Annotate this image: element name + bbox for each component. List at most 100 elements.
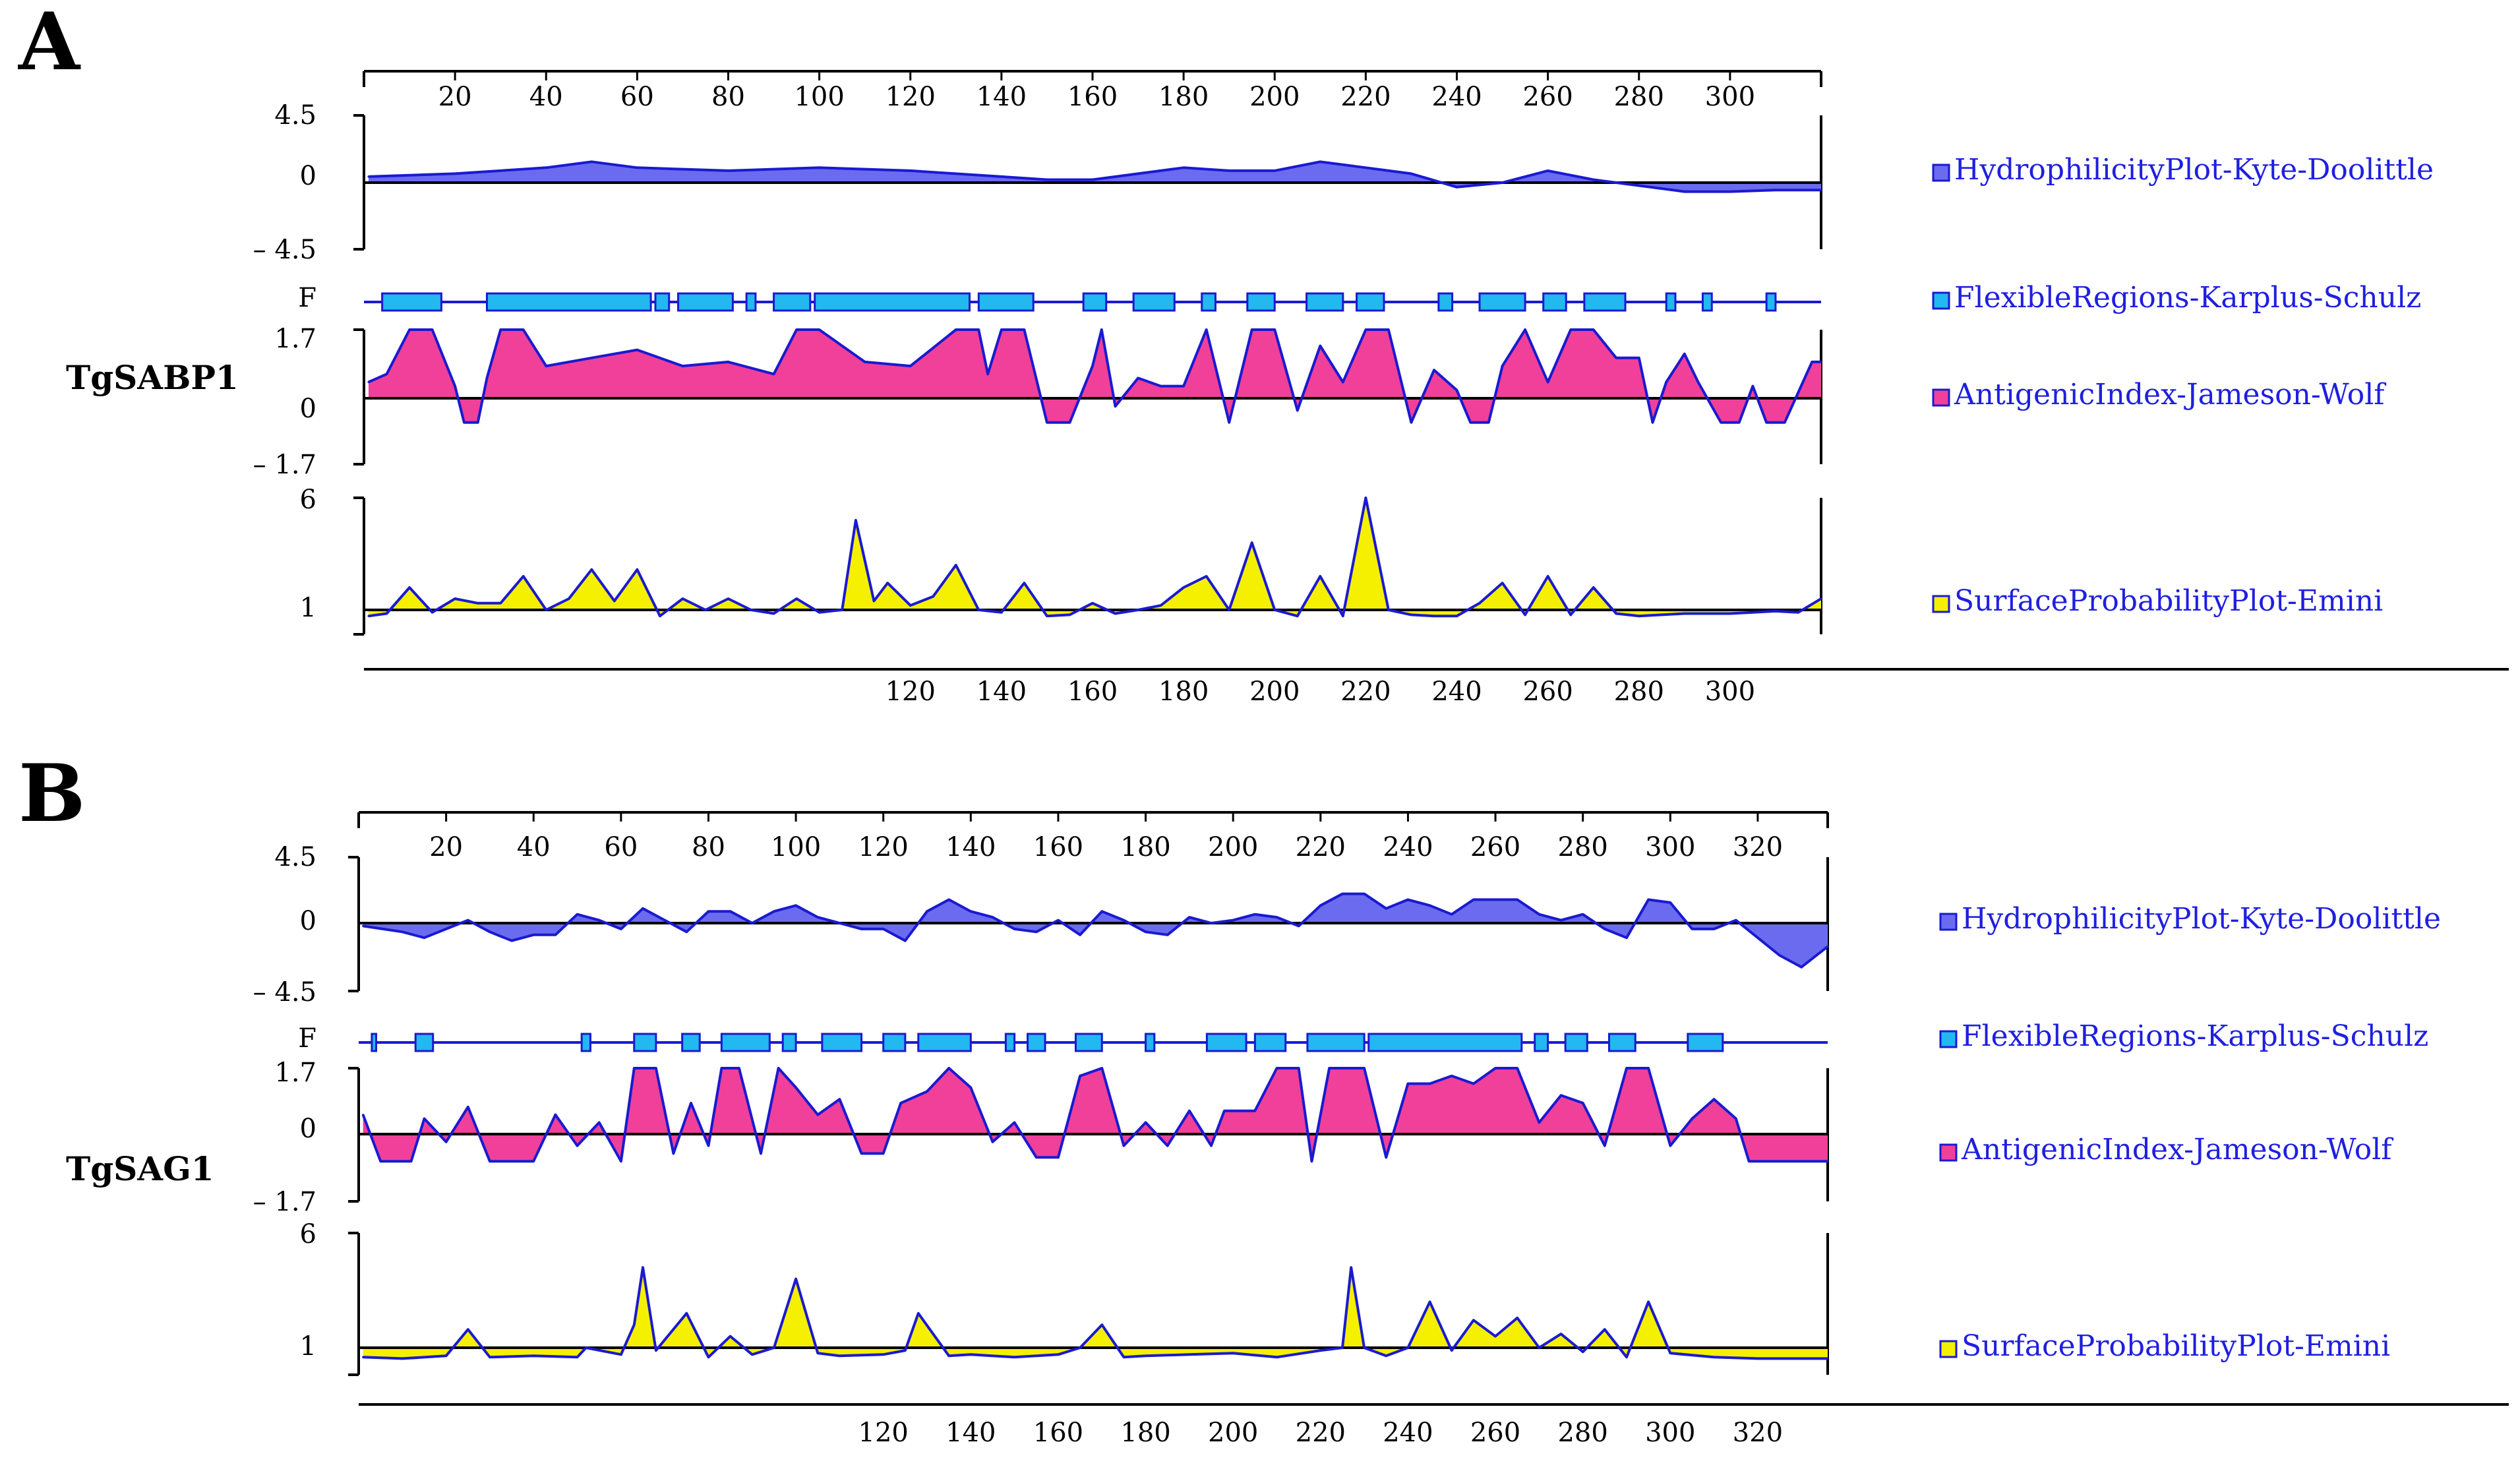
bottom-tick-label: 240 bbox=[1431, 677, 1482, 707]
bottom-tick-label: 300 bbox=[1705, 677, 1755, 707]
bottom-tick-label: 300 bbox=[1645, 1418, 1695, 1448]
track-data-point bbox=[489, 930, 491, 933]
track-data-point bbox=[1472, 898, 1475, 901]
track-data-point bbox=[1560, 1094, 1562, 1097]
track-data-point bbox=[1494, 1067, 1497, 1069]
legend-swatch bbox=[1939, 1143, 1958, 1162]
top-tick-label: 200 bbox=[1208, 832, 1258, 862]
top-tick-label: 120 bbox=[885, 82, 936, 112]
track-data-point bbox=[1406, 1346, 1409, 1349]
track-data-point bbox=[362, 1356, 365, 1358]
track-data-point bbox=[408, 586, 411, 589]
track-data-point bbox=[1342, 615, 1344, 617]
track-data-point bbox=[1410, 172, 1412, 175]
legend-label: FlexibleRegions-Karplus-Schulz bbox=[1962, 1019, 2428, 1053]
track-data-point bbox=[873, 599, 875, 602]
track-data-point bbox=[1604, 1328, 1606, 1331]
track-data-point bbox=[445, 1354, 448, 1357]
track-data-point bbox=[1251, 328, 1253, 331]
legend-swatch bbox=[1932, 164, 1950, 182]
track-data-point bbox=[1253, 913, 1256, 916]
track-data-point bbox=[1638, 615, 1640, 617]
track-data-point bbox=[545, 166, 547, 169]
track-data-point bbox=[1385, 1156, 1387, 1159]
flexible-region-segment bbox=[371, 1033, 378, 1052]
track-data-point bbox=[795, 904, 797, 907]
track-data-point bbox=[1000, 175, 1003, 178]
legend-label: AntigenicIndex-Jameson-Wolf bbox=[1961, 1133, 2393, 1166]
legend-label: AntigenicIndex-Jameson-Wolf bbox=[1954, 378, 2386, 411]
track-data-point bbox=[1638, 185, 1640, 187]
track-data-point bbox=[454, 385, 456, 388]
track-data-point bbox=[1516, 898, 1518, 901]
track-data-point bbox=[477, 602, 479, 605]
track-data-point bbox=[1276, 1356, 1278, 1358]
track-data-point bbox=[1228, 169, 1230, 172]
track-data-point bbox=[977, 609, 980, 611]
flexible-region-segment bbox=[1205, 1033, 1247, 1052]
track-data-point bbox=[917, 1312, 920, 1315]
track-data-point bbox=[1000, 328, 1003, 331]
track-data-point bbox=[1296, 409, 1299, 411]
track-data-point bbox=[1569, 613, 1572, 616]
track-data-point bbox=[729, 1335, 732, 1338]
track-data-point bbox=[986, 373, 989, 375]
track-data-point bbox=[1023, 582, 1025, 584]
track-data-point bbox=[423, 936, 425, 939]
track-data-point bbox=[1406, 898, 1409, 901]
track-data-point bbox=[545, 609, 547, 611]
track-data-point bbox=[1811, 361, 1813, 363]
legend-swatch bbox=[1932, 388, 1950, 407]
track-y-label: 1.7 bbox=[274, 1058, 316, 1088]
track-data-point bbox=[932, 595, 934, 598]
track-data-point bbox=[1691, 928, 1693, 930]
track-data-point bbox=[720, 1067, 723, 1069]
track-data-point bbox=[1547, 381, 1549, 383]
track-data-point bbox=[1273, 169, 1276, 172]
track-data-point bbox=[467, 1328, 469, 1331]
track-data-point bbox=[882, 928, 885, 930]
track-data-point bbox=[1253, 1110, 1256, 1112]
track-data-point bbox=[1429, 1083, 1431, 1085]
track-data-point bbox=[1319, 904, 1322, 907]
flexible-region-segment bbox=[1246, 292, 1276, 312]
track-data-point bbox=[642, 1266, 644, 1269]
track-data-point bbox=[1319, 160, 1321, 163]
track-y-label: 0 bbox=[300, 1114, 316, 1144]
track-data-point bbox=[467, 1106, 469, 1108]
flexible-region-segment bbox=[1701, 292, 1713, 312]
track-data-point bbox=[598, 1121, 601, 1124]
top-tick-label: 240 bbox=[1383, 832, 1433, 862]
track-data-point bbox=[1826, 946, 1829, 948]
track-data-point bbox=[1046, 179, 1048, 181]
track-data-point bbox=[1223, 1110, 1226, 1112]
track-data-point bbox=[1625, 1067, 1628, 1069]
track-data-point bbox=[1385, 907, 1387, 910]
track-data-point bbox=[1188, 1110, 1191, 1112]
track-data-point bbox=[590, 357, 593, 359]
legend-swatch bbox=[1939, 1340, 1958, 1358]
top-tick-label: 280 bbox=[1614, 82, 1664, 112]
track-y-label: 1 bbox=[300, 1331, 316, 1362]
track-data-point bbox=[926, 910, 928, 913]
panel-label-b: B bbox=[18, 747, 85, 840]
track-data-point bbox=[1205, 575, 1208, 578]
bottom-tick-label: 220 bbox=[1296, 1418, 1346, 1448]
bottom-tick-label: 160 bbox=[1067, 677, 1118, 707]
track-data-point bbox=[1524, 328, 1526, 331]
track-data-point bbox=[510, 940, 513, 942]
track-area-fill bbox=[368, 498, 1822, 617]
track-data-point bbox=[773, 1346, 775, 1349]
track-y-label: 0 bbox=[300, 906, 316, 936]
track-data-point bbox=[1100, 1067, 1103, 1069]
flexible-region-segment bbox=[1437, 292, 1454, 312]
legend-entry: SurfaceProbabilityPlot-Emini bbox=[1932, 584, 2383, 618]
bottom-tick-label: 180 bbox=[1120, 1418, 1170, 1448]
track-data-point bbox=[1387, 609, 1390, 611]
legend-swatch bbox=[1939, 913, 1958, 931]
flexible-region-segment bbox=[1132, 292, 1176, 312]
track-data-point bbox=[1145, 930, 1147, 933]
flexible-region-segment bbox=[681, 1033, 701, 1052]
flexible-region-segment bbox=[1356, 292, 1385, 312]
